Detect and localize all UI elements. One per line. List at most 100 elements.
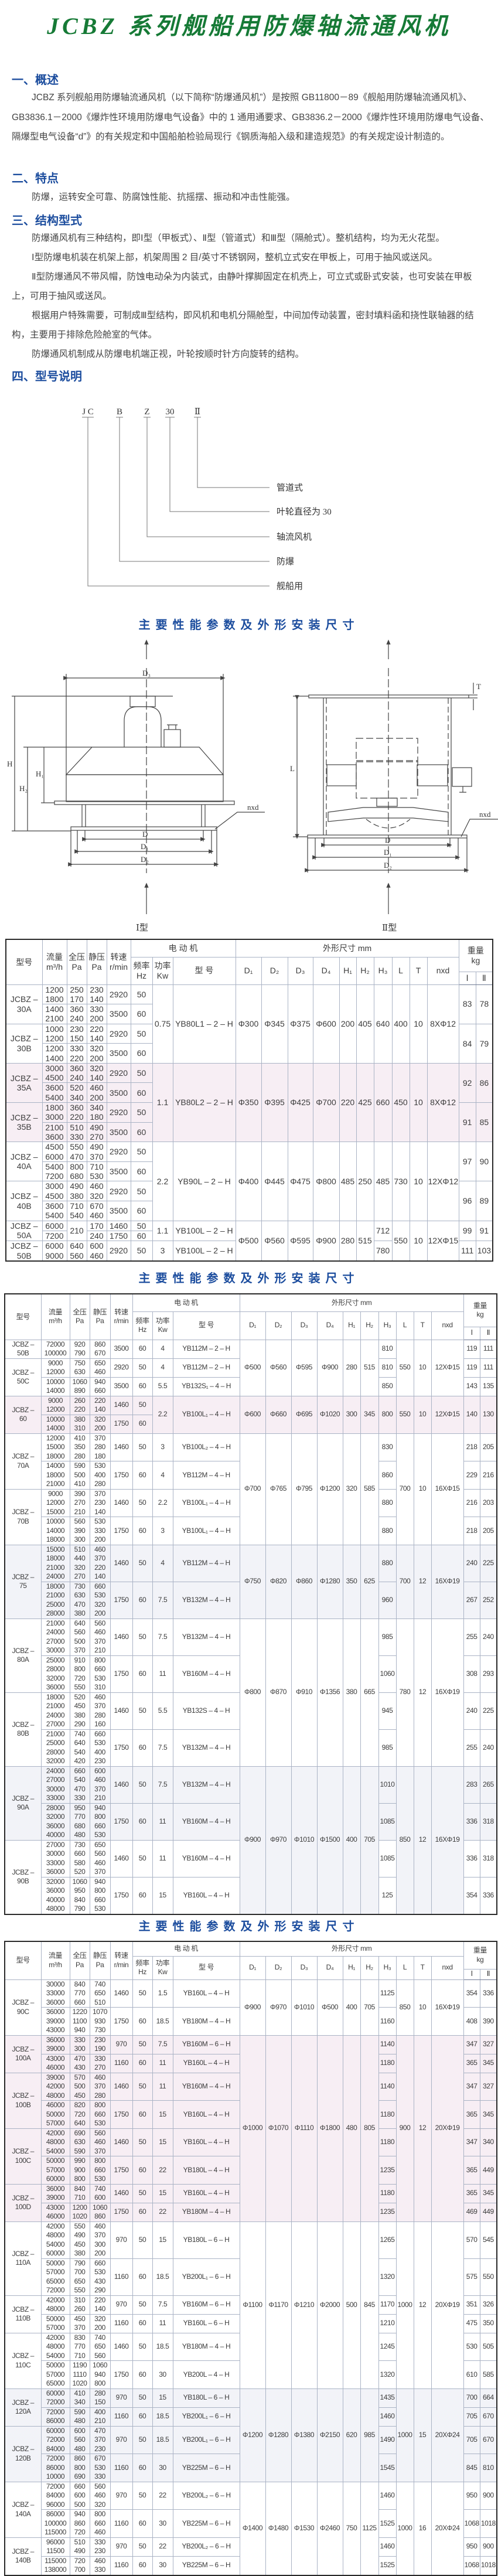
cell-nxd: 12XΦ15 [427, 1220, 459, 1262]
cell-static-pressure: 740 600 [89, 2183, 111, 2203]
cell-h3: 1210 [378, 2313, 397, 2333]
page-title: JCBZ 系列舰船用防爆轴流通风机 [47, 13, 451, 39]
cell-weight-2: 89 [475, 1181, 493, 1221]
cell-weight-2: 449 [479, 2202, 497, 2222]
cell-flow: 10000 14000 18000 [40, 1517, 70, 1545]
cell-t: 12 [413, 1766, 432, 1914]
cell-model: JCBZ – 50A [5, 1220, 43, 1242]
cell-flow: 3000 4500 [42, 1062, 67, 1083]
cell-flow: 24000 27000 30000 33000 [40, 1766, 70, 1804]
cell-speed: 3500 [106, 1201, 131, 1221]
cell-weight-1: 365 [463, 2053, 480, 2073]
cell-weight-2: 79 [475, 1023, 493, 1064]
cell-t: 10 [409, 1142, 428, 1221]
cell-h1: 400 [342, 1766, 361, 1914]
header-weight-type2: Ⅱ [479, 1968, 497, 1980]
header-motor: 电 动 机 [132, 1293, 240, 1312]
header-total-pressure: 全压 Pa [69, 1941, 90, 1980]
cell-motor-model: YB200L₂ – 6 – H [172, 2537, 240, 2557]
cell-speed: 3500 [106, 1043, 131, 1064]
cell-frequency: 50 [132, 1766, 153, 1804]
table-row: JCBZ – 30B 1000 1200 230 150 220 140 2920 50 8… [5, 1023, 493, 1064]
dim-label: D₁ [384, 848, 392, 857]
cell-speed: 1750 [110, 2156, 133, 2185]
cell-weight-2: 103 [475, 1241, 493, 1262]
cell-weight-1: 347 [463, 2128, 480, 2156]
cell-static-pressure: 670 460 [86, 1201, 107, 1221]
table-row: JCBZ – 100B 39000 42000 48000 570 500 450 4… [4, 2072, 497, 2129]
header-dim: D₁ [239, 1311, 266, 1340]
cell-frequency: 60 [132, 2407, 153, 2427]
cell-power: 15 [152, 2100, 173, 2129]
cell-d4: Φ1500 [316, 1766, 343, 1914]
code-part-type: Ⅱ [195, 407, 200, 417]
table-row: JCBZ – 75 15000 18000 21000 24000 510 440 … [4, 1544, 497, 1619]
cell-static-pressure: 660 530 400 230 [89, 1729, 111, 1767]
cell-h2: 985 [360, 2388, 379, 2482]
header-weight-type1: Ⅰ [463, 1326, 480, 1340]
cell-flow: 32000 36000 40000 48000 [40, 1876, 70, 1914]
cell-h1: 480 [342, 2035, 361, 2222]
cell-frequency: 60 [132, 2555, 153, 2575]
cell-frequency: 60 [132, 1729, 153, 1767]
cell-h1: 280 [339, 1220, 357, 1262]
table-row: JCBZ – 110B 42000 48000 310 260 220 140 970 5… [4, 2295, 497, 2333]
cell-total-pressure: 640 560 [66, 1241, 87, 1262]
cell-flow: 60000 72000 84000 [40, 2425, 70, 2454]
cell-d1: Φ500 [235, 1220, 262, 1262]
table-row: 3600 5400 710 540 670 460 3500 60 [6, 1201, 493, 1221]
cell-weight-2: 130 [479, 1395, 497, 1434]
cell-flow: 15000 18000 21000 24000 [40, 1544, 70, 1582]
cell-power: 3 [152, 1241, 173, 1262]
table-row: JCBZ – 80B 18000 21000 24000 27000 520 450… [4, 1692, 497, 1767]
cell-speed: 1460 [110, 1433, 133, 1461]
cell-static-pressure: 230 190 [89, 2035, 111, 2054]
cell-flow: 9000 12000 [40, 1358, 70, 1378]
cell-weight-2: 205 [479, 1517, 497, 1545]
cell-power: 11 [152, 2313, 173, 2333]
cell-weight-2: 585 [479, 2360, 497, 2389]
cell-model: JCBZ – 140A [4, 2481, 42, 2538]
table-row: JCBZ – 70A 12000 15000 18000 410 350 280 37… [4, 1433, 497, 1545]
cell-power: 7.5 [152, 2295, 173, 2315]
cell-h3: 1525 [378, 2555, 397, 2575]
cell-l: 1000 [395, 2221, 414, 2389]
cell-h3: 1245 [378, 2332, 397, 2361]
structure-paragraph: Ⅱ型防爆通风不带风帽，防蚀电动朵为内装式，由静叶撑脚固定在机壳上，可立式或卧式安… [12, 272, 472, 301]
header-dim: nxd [431, 1955, 464, 1980]
cell-weight-2: 111 [479, 1358, 497, 1378]
cell-weight-2: 85 [475, 1102, 493, 1143]
cell-weight-1: 283 [463, 1766, 480, 1804]
cell-flow: 12000 15000 18000 [40, 1433, 70, 1461]
cell-total-pressure: 360 240 [66, 1062, 87, 1083]
cell-total-pressure: 450 370 [69, 2313, 90, 2333]
cell-static-pressure: 330 200 [86, 1004, 107, 1024]
cell-d3: Φ910 [291, 1618, 318, 1767]
table-row: JCBZ – 40A 4500 6000 550 470 490 370 2920 50 2… [5, 1142, 493, 1221]
cell-total-pressure: 510 440 320 270 [69, 1544, 90, 1582]
table-row: 1400 2100 360 240 330 200 3500 60 [6, 1004, 493, 1024]
cell-l: 850 [395, 1979, 414, 2036]
cell-total-pressure: 390 270 210 [69, 1488, 90, 1517]
cell-h3: 1460 [378, 2407, 397, 2427]
cell-motor-model: YB180L – 6 – H [172, 2221, 240, 2259]
table-row: JCBZ – 90B 27000 30000 33000 36000 730 660… [4, 1839, 497, 1914]
cell-static-pressure: 800 660 530 [89, 2100, 111, 2129]
cell-motor-model: YB100L₁ – 4 – H [172, 1517, 240, 1545]
cell-h3: 660 [373, 1062, 393, 1143]
cell-frequency: 60 [132, 2202, 153, 2222]
cell-frequency: 50 [132, 1488, 153, 1517]
cell-t: 12 [413, 1618, 432, 1767]
dim-label: T [476, 682, 481, 691]
cell-static-pressure: 460 370 220 140 [89, 1544, 111, 1582]
cell-static-pressure: 470 370 230 [89, 2425, 111, 2454]
cell-total-pressure: 660 540 470 330 [69, 1766, 90, 1804]
cell-frequency: 50 [132, 2481, 153, 2510]
cell-d1: Φ1000 [239, 2035, 266, 2222]
cell-total-pressure: 550 490 450 380 [69, 2221, 90, 2259]
cell-weight-1: 610 [463, 2360, 480, 2389]
cell-weight-2: 318 [479, 1802, 497, 1841]
cell-d4: Φ2000 [316, 2221, 343, 2389]
cell-model: JCBZ – 90B [4, 1839, 42, 1914]
cell-weight-2: 135 [479, 1376, 497, 1396]
